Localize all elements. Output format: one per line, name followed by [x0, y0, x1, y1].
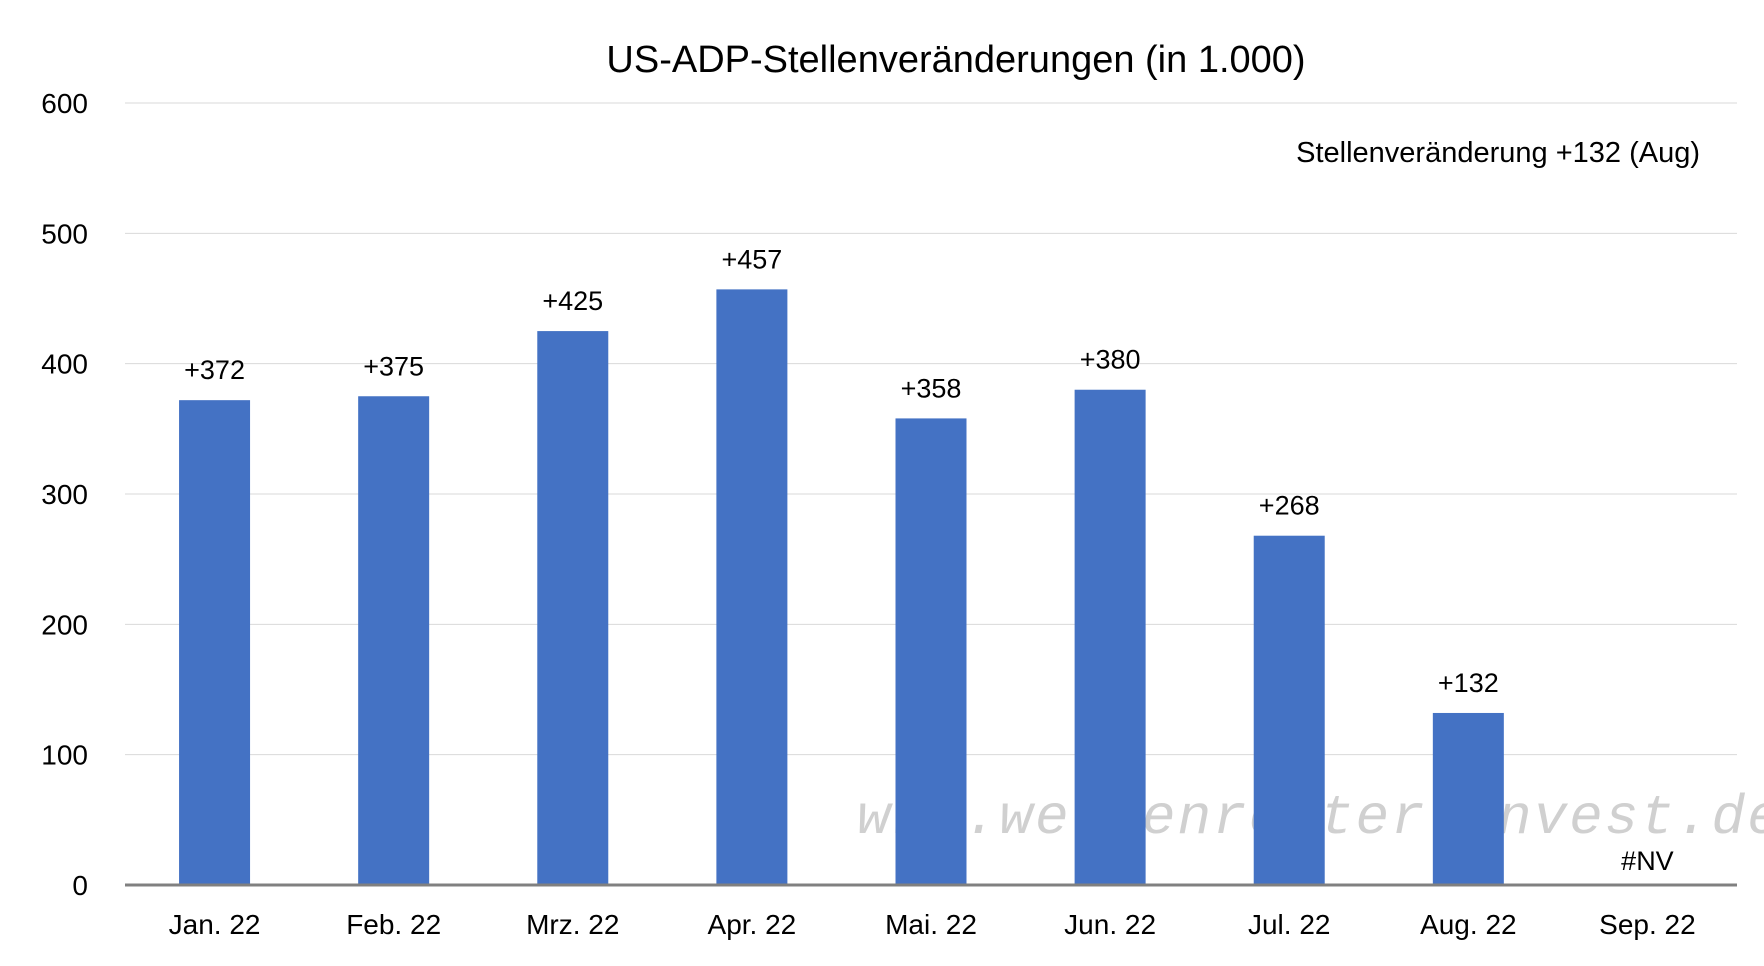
x-tick-label: Mai. 22 [885, 909, 977, 940]
x-tick-label: Aug. 22 [1420, 909, 1517, 940]
data-label: +132 [1438, 668, 1499, 698]
y-tick-label: 0 [72, 870, 88, 901]
data-label: #NV [1621, 846, 1674, 876]
bar [1253, 535, 1325, 885]
x-axis: Jan. 22 Feb. 22 Mrz. 22 Apr. 22 Mai. 22 Jun. … [169, 909, 1696, 940]
chart-title: US-ADP-Stellenveränderungen (in 1.000) [606, 39, 1305, 81]
x-tick-label: Jul. 22 [1248, 909, 1331, 940]
data-label: +372 [184, 355, 245, 385]
chart-annotation: Stellenveränderung +132 (Aug) [1296, 137, 1700, 169]
y-tick-label: 300 [41, 479, 88, 510]
data-labels: +372 +375 +425 +457 +358 +380 +268 +132 #NV [184, 244, 1674, 876]
data-label: +457 [721, 244, 782, 274]
x-tick-label: Jan. 22 [169, 909, 261, 940]
y-tick-label: 200 [41, 609, 88, 640]
data-label: +375 [363, 351, 424, 381]
y-tick-label: 500 [41, 218, 88, 249]
y-tick-label: 100 [41, 740, 88, 771]
bar [537, 331, 609, 885]
data-label: +358 [901, 373, 962, 403]
y-tick-label: 600 [41, 88, 88, 119]
x-tick-label: Apr. 22 [708, 909, 797, 940]
bar [179, 400, 251, 885]
data-label: +425 [542, 286, 603, 316]
y-tick-label: 400 [41, 349, 88, 380]
bar [1074, 389, 1146, 885]
x-tick-label: Mrz. 22 [526, 909, 619, 940]
bar [1432, 712, 1504, 885]
y-axis: 0 100 200 300 400 500 600 [41, 88, 88, 901]
bars [179, 289, 1504, 885]
x-tick-label: Sep. 22 [1599, 909, 1696, 940]
bar [895, 418, 967, 885]
x-tick-label: Jun. 22 [1064, 909, 1156, 940]
bar [358, 396, 430, 885]
data-label: +268 [1259, 491, 1320, 521]
data-label: +380 [1080, 345, 1141, 375]
bar [716, 289, 788, 885]
x-tick-label: Feb. 22 [346, 909, 441, 940]
